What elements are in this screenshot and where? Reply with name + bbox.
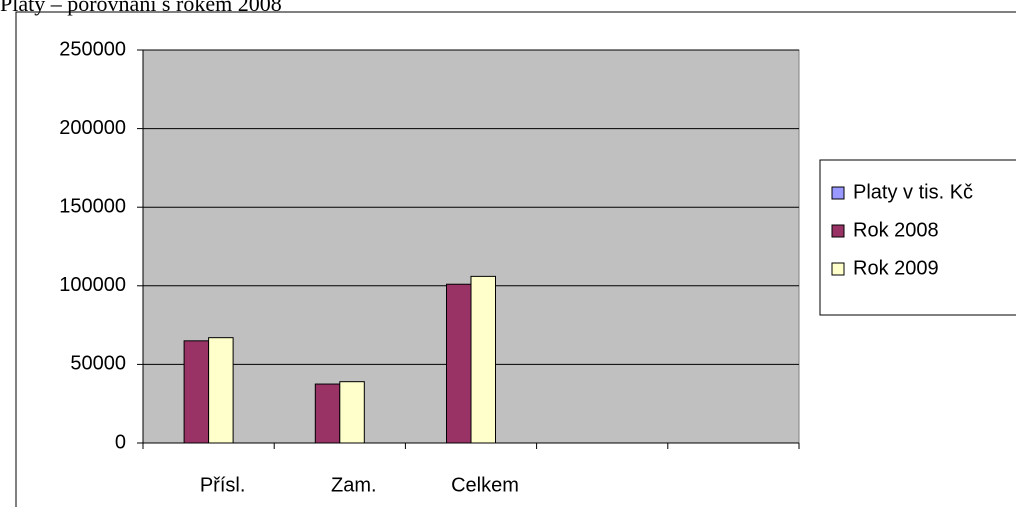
y-tick-label: 50000 — [70, 353, 126, 375]
y-tick-label: 0 — [115, 431, 126, 453]
bar — [208, 337, 234, 444]
legend-label: Rok 2009 — [853, 257, 939, 279]
x-tick-label: Přísl. — [200, 474, 246, 496]
bar — [339, 381, 365, 444]
chart-frame — [15, 11, 1016, 507]
y-tick-label: 100000 — [59, 274, 126, 296]
y-tick-label: 250000 — [59, 38, 126, 60]
legend-swatch — [831, 186, 845, 200]
x-tick-label: Zam. — [331, 474, 377, 496]
legend-swatch — [831, 262, 845, 276]
chart-title: Platy – porovnání s rokem 2008 — [0, 0, 282, 16]
y-tick-label: 150000 — [59, 195, 126, 217]
legend-label: Rok 2008 — [853, 219, 939, 241]
y-tick-label: 200000 — [59, 117, 126, 139]
legend-label: Platy v tis. Kč — [853, 181, 973, 203]
bar — [470, 275, 496, 444]
bar — [446, 283, 472, 444]
legend-swatch — [831, 224, 845, 238]
bar — [183, 340, 210, 444]
x-tick-label: Celkem — [451, 474, 519, 496]
legend-box — [819, 159, 1016, 316]
bar — [314, 383, 341, 444]
